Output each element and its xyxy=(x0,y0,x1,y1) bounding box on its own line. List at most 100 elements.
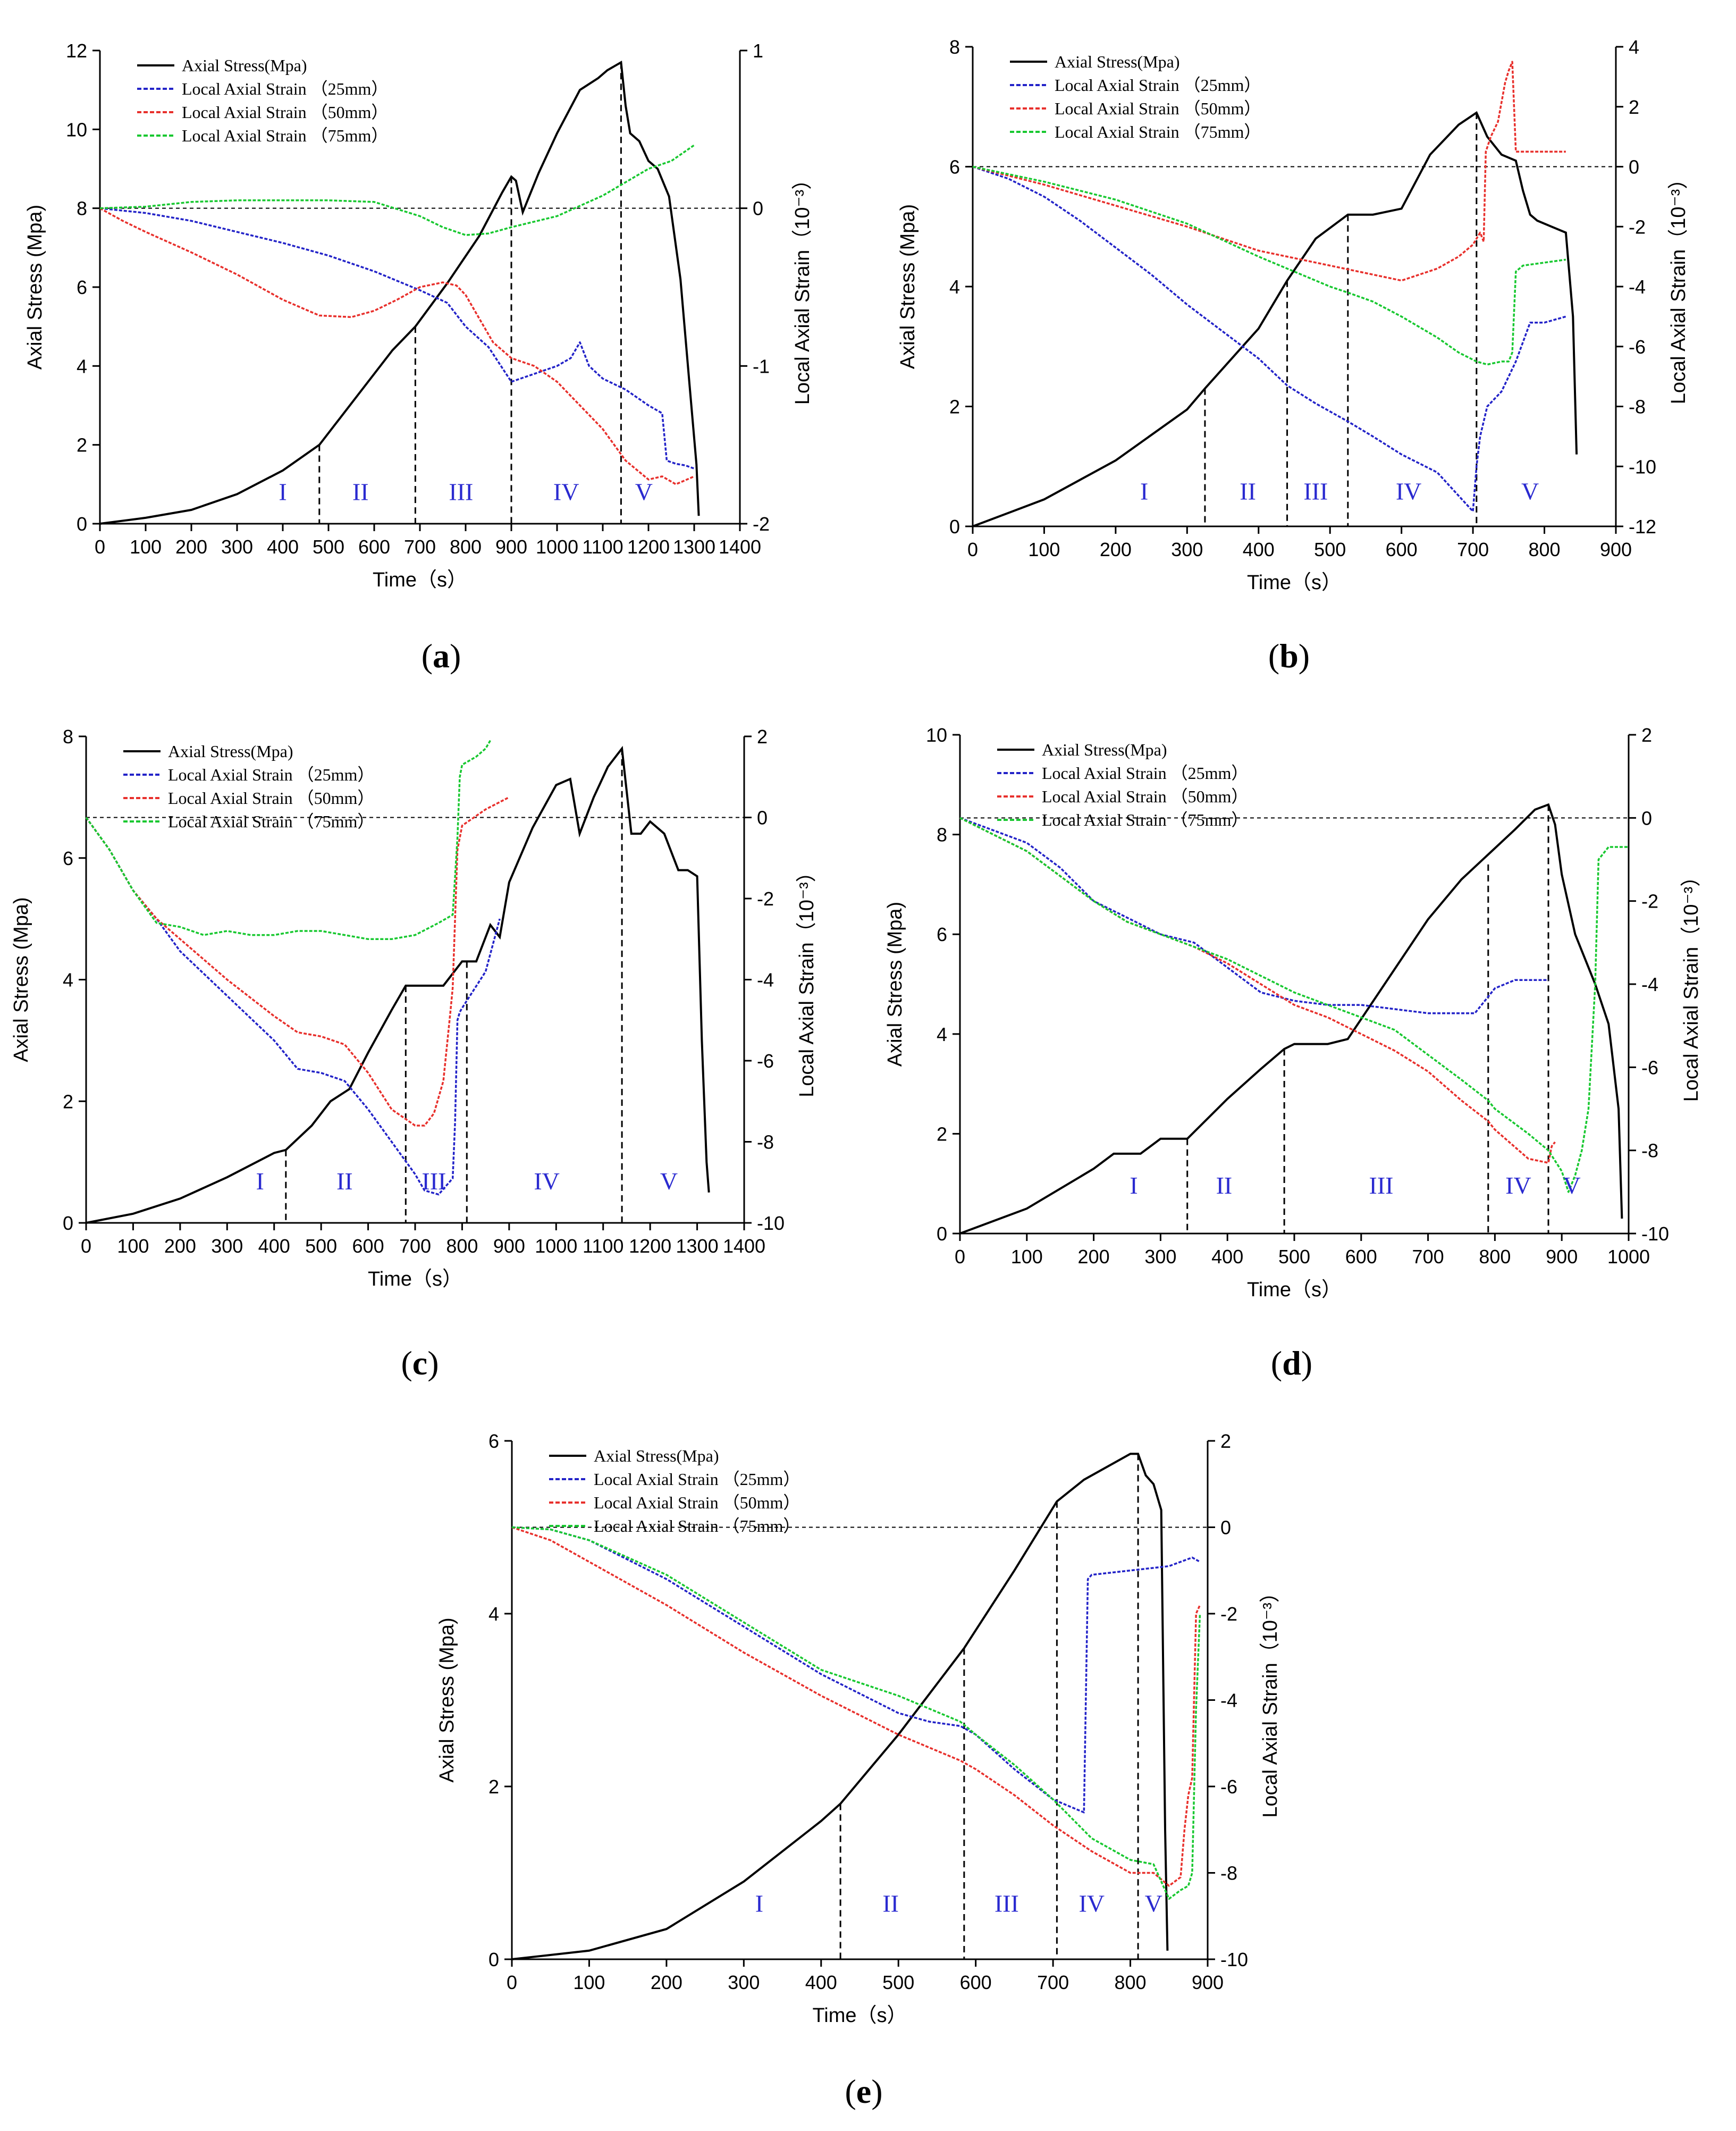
y-axis-title: Axial Stress (Mpa) xyxy=(897,204,919,369)
y-tick-label: 4 xyxy=(488,1603,499,1625)
y-axis-title: Axial Stress (Mpa) xyxy=(10,897,32,1062)
y2-tick-label: -12 xyxy=(1629,516,1656,538)
y2-tick-label: -1 xyxy=(753,355,770,377)
y-tick-label: 6 xyxy=(488,1430,499,1452)
x-tick-label: 600 xyxy=(1386,539,1418,560)
axial-stress-line xyxy=(959,803,1623,1235)
y-tick-label: 6 xyxy=(949,156,960,178)
y2-tick-label: -2 xyxy=(757,888,774,910)
x-tick-label: 800 xyxy=(450,536,482,558)
y-tick-label: 0 xyxy=(488,1949,499,1970)
strain-line-50mm xyxy=(85,796,510,1127)
strain-line-25mm xyxy=(511,1526,1201,1814)
y-tick-label: 8 xyxy=(949,36,960,58)
x-tick-label: 700 xyxy=(399,1235,431,1257)
stage-label: III xyxy=(995,1890,1019,1917)
stage-label: III xyxy=(1369,1172,1394,1199)
legend-entry: Axial Stress(Mpa) xyxy=(594,1446,719,1465)
y2-tick-label: -8 xyxy=(1629,396,1646,418)
stage-label: I xyxy=(256,1168,264,1195)
x-tick-label: 1400 xyxy=(723,1235,765,1257)
x-tick-label: 700 xyxy=(1457,539,1489,560)
stage-label: V xyxy=(1563,1172,1580,1199)
y2-tick-label: -2 xyxy=(753,513,770,535)
x-tick-label: 1200 xyxy=(629,1235,671,1257)
x-tick-label: 900 xyxy=(495,536,527,558)
y-tick-label: 0 xyxy=(937,1223,947,1245)
legend-entry: Local Axial Strain （25mm） xyxy=(1055,75,1261,95)
axial-stress-line xyxy=(99,61,700,525)
panel-label: (d) xyxy=(1271,1344,1312,1382)
legend-entry: Local Axial Strain （75mm） xyxy=(168,812,374,831)
y2-tick-label: -4 xyxy=(757,969,774,991)
y2-tick-label: -6 xyxy=(1641,1056,1658,1078)
x-tick-label: 500 xyxy=(882,1971,914,1993)
legend-entry: Axial Stress(Mpa) xyxy=(1042,740,1167,759)
x-tick-label: 1000 xyxy=(535,1235,577,1257)
y-tick-label: 6 xyxy=(63,848,73,869)
x-axis-title: Time（s） xyxy=(812,2004,907,2027)
x-tick-label: 300 xyxy=(1144,1246,1176,1268)
y-tick-label: 8 xyxy=(63,726,73,748)
x-tick-label: 500 xyxy=(1278,1246,1310,1268)
x-tick-label: 400 xyxy=(267,536,299,558)
strain-line-75mm xyxy=(85,740,492,941)
x-tick-label: 200 xyxy=(1078,1246,1110,1268)
y-tick-label: 0 xyxy=(77,513,87,535)
x-tick-label: 600 xyxy=(1345,1246,1377,1268)
y2-tick-label: -10 xyxy=(1220,1949,1248,1970)
panel-label: (c) xyxy=(401,1344,439,1382)
x-tick-label: 1100 xyxy=(583,1235,623,1257)
y2-tick-label: 2 xyxy=(1641,724,1652,746)
x-tick-label: 700 xyxy=(1412,1246,1444,1268)
y-tick-label: 4 xyxy=(949,276,960,298)
x-tick-label: 600 xyxy=(352,1235,384,1257)
legend-entry: Local Axial Strain （25mm） xyxy=(182,79,388,98)
y-tick-label: 6 xyxy=(937,924,947,945)
x-tick-label: 200 xyxy=(175,536,207,558)
x-tick-label: 200 xyxy=(651,1971,682,1993)
y-tick-label: 2 xyxy=(77,434,87,456)
legend-entry: Local Axial Strain （50mm） xyxy=(1055,99,1261,118)
x-axis-title: Time（s） xyxy=(1247,1279,1342,1301)
x-tick-label: 1200 xyxy=(627,536,670,558)
y-tick-label: 2 xyxy=(949,396,960,418)
x-tick-label: 700 xyxy=(404,536,436,558)
panel-label: (a) xyxy=(422,637,461,675)
x-tick-label: 700 xyxy=(1037,1971,1069,1993)
stage-label: III xyxy=(1303,477,1328,505)
stage-label: I xyxy=(1130,1172,1137,1199)
strain-line-50mm xyxy=(972,61,1566,282)
legend-entry: Local Axial Strain （50mm） xyxy=(1042,787,1248,806)
stage-label: V xyxy=(1145,1890,1162,1917)
panel-label: (b) xyxy=(1268,637,1310,675)
x-tick-label: 1300 xyxy=(673,536,715,558)
y2-tick-label: 0 xyxy=(753,198,763,220)
x-tick-label: 500 xyxy=(305,1235,337,1257)
strain-line-25mm xyxy=(959,817,1548,1014)
y2-tick-label: -10 xyxy=(1641,1223,1669,1245)
legend-entry: Axial Stress(Mpa) xyxy=(1055,52,1180,71)
strain-line-75mm xyxy=(959,817,1629,1193)
x-tick-label: 300 xyxy=(221,536,253,558)
y2-tick-label: -4 xyxy=(1220,1690,1237,1711)
x-tick-label: 400 xyxy=(1243,539,1275,560)
stage-label: I xyxy=(279,479,286,506)
y2-tick-label: -2 xyxy=(1641,891,1658,912)
stage-label: V xyxy=(1521,477,1539,505)
axial-stress-line xyxy=(511,1453,1169,1960)
legend-entry: Local Axial Strain （25mm） xyxy=(168,765,374,784)
y2-tick-label: -10 xyxy=(1629,456,1656,477)
legend-entry: Local Axial Strain （75mm） xyxy=(594,1516,800,1536)
axial-stress-line xyxy=(86,745,710,1224)
stage-label: IV xyxy=(1079,1890,1105,1917)
x-axis-title: Time（s） xyxy=(1247,572,1342,594)
chart-panel-e: 0 100 200 300 400 500 600 700 800 900 0 2 4 6 2 0 -2 -4 -6… xyxy=(436,1430,1282,2110)
x-tick-label: 400 xyxy=(805,1971,837,1993)
x-tick-label: 0 xyxy=(81,1235,91,1257)
stage-label: IV xyxy=(1396,477,1422,505)
y2-axis-title: Local Axial Strain（10⁻³） xyxy=(796,862,818,1097)
strain-line-25mm xyxy=(85,817,501,1196)
x-axis-title: Time（s） xyxy=(368,1268,462,1290)
legend-entry: Local Axial Strain （50mm） xyxy=(182,103,388,122)
